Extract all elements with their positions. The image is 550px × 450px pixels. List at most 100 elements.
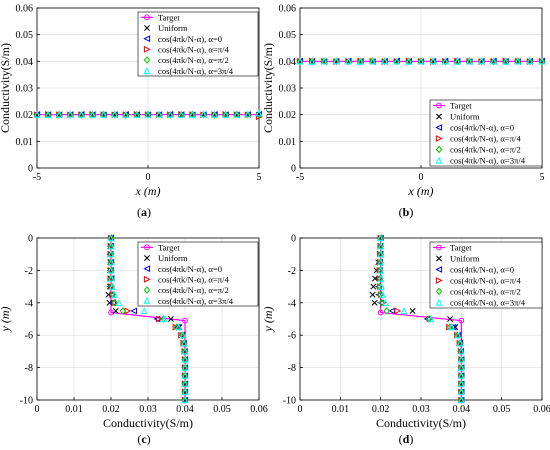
x-tick-label: 0.05 — [493, 404, 511, 415]
data-point — [244, 110, 252, 119]
data-point — [55, 110, 63, 118]
data-point — [179, 331, 187, 339]
data-point — [427, 315, 435, 323]
data-point — [107, 266, 115, 274]
legend-marker — [435, 124, 443, 131]
x-tick-label: 0.01 — [65, 404, 83, 415]
data-point — [454, 331, 462, 339]
data-point — [371, 299, 378, 306]
data-point — [66, 110, 74, 118]
data-point — [33, 110, 41, 118]
data-point — [67, 110, 74, 119]
data-point — [526, 57, 534, 66]
data-point — [320, 57, 328, 65]
data-point — [181, 396, 189, 404]
y-tick-label: 0 — [291, 234, 296, 245]
x-tick-label: 0.04 — [453, 404, 471, 415]
y-tick-label: -8 — [288, 363, 296, 374]
legend-label: cos(4πk/N-α), α=π/4 — [450, 134, 521, 144]
data-point — [200, 110, 207, 119]
legend-label: Target — [158, 13, 180, 23]
legend-label: Target — [450, 101, 472, 111]
x-tick-label: 0 — [298, 404, 303, 415]
data-point — [111, 299, 118, 307]
y-tick-label: -10 — [283, 396, 296, 407]
legend-label: cos(4πk/N-α), α=0 — [450, 123, 514, 133]
legend-label: cos(4πk/N-α), α=π/2 — [158, 55, 229, 65]
chart-panel-2: -5 0 500.010.020.030.040.050.06x (m)Conduc… — [261, 4, 546, 198]
x-axis-label: Conductivity(S/m) — [376, 416, 466, 430]
data-point — [107, 242, 115, 250]
y-tick-label: 0.05 — [16, 30, 34, 41]
data-point — [381, 57, 389, 65]
data-point — [181, 380, 189, 387]
x-tick-label: 0 — [35, 404, 40, 415]
panel-label-a-open: ( — [137, 205, 141, 219]
panel-label-b-close: ) — [409, 205, 414, 219]
data-point — [378, 282, 385, 290]
y-tick-label: -4 — [288, 298, 296, 309]
legend-marker — [435, 277, 443, 284]
legend-marker — [143, 265, 151, 273]
chart-panel-3: 0 0.01 0.02 0.03 0.04 0.05 0.06 0 -2 -4 -6 -8 -10 Con… — [0, 234, 268, 431]
data-point — [222, 111, 230, 119]
series-5 — [33, 109, 263, 119]
data-point — [369, 57, 377, 65]
panel-label-c-letter: c — [141, 432, 147, 446]
legend-marker — [435, 135, 443, 142]
data-point — [478, 57, 485, 65]
data-point — [344, 57, 352, 65]
legend-label: cos(4πk/N-α), α=3π/4 — [158, 66, 234, 76]
legend-marker — [143, 35, 151, 43]
legend-marker — [435, 287, 443, 296]
data-point — [429, 57, 437, 65]
data-point — [211, 111, 218, 119]
legend-label: Uniform — [450, 254, 480, 264]
x-axis-label: x (m) — [135, 184, 161, 198]
legend-marker — [436, 102, 442, 109]
legend-marker — [435, 298, 443, 306]
y-tick-label: 0 — [28, 234, 33, 245]
data-point — [377, 266, 385, 274]
x-tick-label: 0.06 — [533, 404, 550, 415]
series-5 — [296, 57, 546, 65]
legend-label: cos(4πk/N-α), α=3π/4 — [450, 298, 526, 308]
panel-label-c-open: ( — [137, 432, 142, 446]
y-tick-label: 0 — [28, 164, 33, 175]
data-point — [177, 111, 185, 119]
data-point — [155, 110, 163, 118]
data-point — [377, 242, 385, 250]
data-point — [122, 110, 130, 118]
data-point — [181, 347, 189, 355]
data-point — [233, 110, 241, 118]
panel-label-a: (a) — [114, 205, 174, 220]
x-tick-label: 0 — [146, 172, 151, 183]
y-tick-label: 0 — [291, 164, 296, 175]
legend-box — [137, 11, 259, 77]
data-point — [108, 258, 116, 266]
data-point — [538, 57, 546, 66]
legend-marker — [435, 145, 443, 154]
data-point — [153, 315, 161, 323]
data-point — [188, 110, 196, 118]
target-marker — [377, 309, 384, 316]
legend-label: cos(4πk/N-α), α=π/4 — [158, 45, 229, 55]
legend-marker — [436, 244, 442, 251]
x-axis-label: Conductivity(S/m) — [103, 416, 193, 430]
data-point — [405, 57, 413, 65]
legend-marker — [143, 296, 151, 304]
panel-label-b-letter: b — [402, 205, 410, 219]
data-point — [400, 307, 408, 314]
data-point — [332, 57, 340, 65]
data-point — [78, 111, 85, 119]
data-point — [465, 57, 473, 65]
legend-box — [429, 99, 543, 167]
data-point — [426, 315, 434, 323]
x-tick-label: -5 — [33, 172, 41, 183]
x-tick-label: 0.03 — [412, 404, 430, 415]
data-point — [393, 57, 401, 65]
legend-marker — [144, 14, 150, 21]
